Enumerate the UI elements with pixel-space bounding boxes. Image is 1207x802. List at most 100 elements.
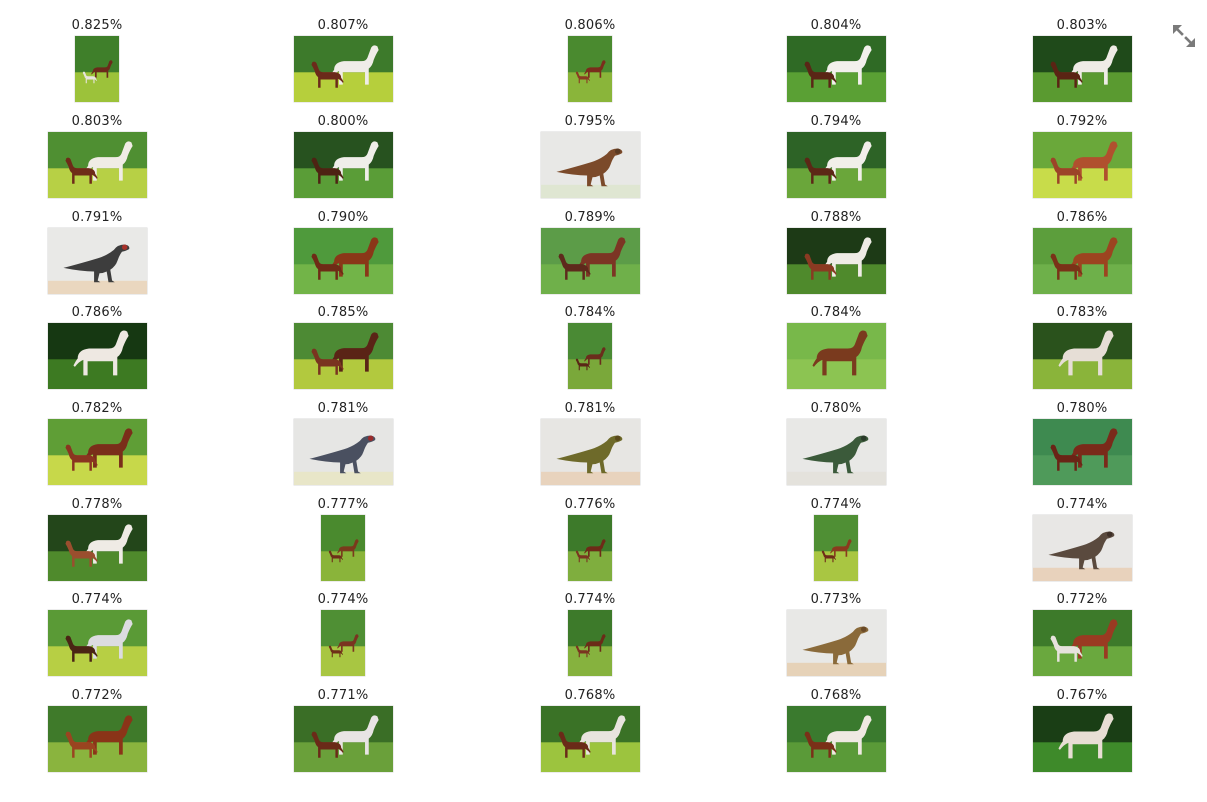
result-image[interactable] [47, 610, 147, 676]
result-tile[interactable]: 0.792% [1012, 114, 1152, 204]
result-tile[interactable]: 0.780% [766, 401, 906, 491]
similarity-score: 0.788% [810, 210, 862, 225]
result-tile[interactable]: 0.774% [1012, 497, 1152, 587]
result-tile[interactable]: 0.791% [27, 210, 167, 300]
result-tile[interactable]: 0.774% [27, 592, 167, 682]
result-tile[interactable]: 0.782% [27, 401, 167, 491]
result-image[interactable] [786, 706, 886, 772]
result-image[interactable] [540, 419, 640, 485]
result-tile[interactable]: 0.786% [27, 305, 167, 395]
result-image[interactable] [540, 228, 640, 294]
result-tile[interactable]: 0.806% [520, 18, 660, 108]
result-image[interactable] [540, 706, 640, 772]
result-tile[interactable]: 0.772% [27, 688, 167, 778]
result-image[interactable] [47, 515, 147, 581]
result-image[interactable] [814, 515, 858, 581]
expand-button[interactable] [1170, 22, 1198, 50]
similarity-score: 0.782% [71, 401, 123, 416]
result-tile[interactable]: 0.777% [273, 497, 413, 587]
result-tile[interactable]: 0.772% [1012, 592, 1152, 682]
result-image[interactable] [786, 228, 886, 294]
similarity-score: 0.794% [810, 114, 862, 129]
result-image[interactable] [568, 515, 612, 581]
result-image[interactable] [568, 36, 612, 102]
result-image[interactable] [1032, 515, 1132, 581]
result-image[interactable] [786, 610, 886, 676]
result-image[interactable] [47, 132, 147, 198]
result-tile[interactable]: 0.825% [27, 18, 167, 108]
result-image[interactable] [1032, 610, 1132, 676]
similarity-score: 0.774% [317, 592, 369, 607]
similarity-score: 0.791% [71, 210, 123, 225]
result-image[interactable] [75, 36, 119, 102]
similarity-score: 0.803% [1056, 18, 1108, 33]
similarity-score: 0.784% [810, 305, 862, 320]
result-image[interactable] [1032, 419, 1132, 485]
result-image[interactable] [47, 228, 147, 294]
result-image[interactable] [786, 419, 886, 485]
result-tile[interactable]: 0.807% [273, 18, 413, 108]
result-tile[interactable]: 0.789% [520, 210, 660, 300]
similarity-score: 0.776% [564, 497, 616, 512]
result-tile[interactable]: 0.780% [1012, 401, 1152, 491]
result-tile[interactable]: 0.774% [766, 497, 906, 587]
result-tile[interactable]: 0.794% [766, 114, 906, 204]
result-tile[interactable]: 0.767% [1012, 688, 1152, 778]
result-tile[interactable]: 0.804% [766, 18, 906, 108]
result-image[interactable] [47, 706, 147, 772]
result-image[interactable] [786, 132, 886, 198]
result-tile[interactable]: 0.778% [27, 497, 167, 587]
result-image[interactable] [47, 419, 147, 485]
result-tile[interactable]: 0.785% [273, 305, 413, 395]
result-tile[interactable]: 0.774% [520, 592, 660, 682]
result-tile[interactable]: 0.795% [520, 114, 660, 204]
result-image[interactable] [293, 323, 393, 389]
similarity-score: 0.784% [564, 305, 616, 320]
result-image[interactable] [293, 132, 393, 198]
similarity-score: 0.783% [1056, 305, 1108, 320]
result-tile[interactable]: 0.790% [273, 210, 413, 300]
similarity-score: 0.804% [810, 18, 862, 33]
result-image[interactable] [1032, 36, 1132, 102]
result-image[interactable] [293, 36, 393, 102]
result-image[interactable] [1032, 132, 1132, 198]
result-tile[interactable]: 0.768% [766, 688, 906, 778]
result-tile[interactable]: 0.784% [766, 305, 906, 395]
result-tile[interactable]: 0.771% [273, 688, 413, 778]
result-tile[interactable]: 0.783% [1012, 305, 1152, 395]
result-image[interactable] [786, 36, 886, 102]
similarity-score: 0.780% [1056, 401, 1108, 416]
result-image[interactable] [321, 515, 365, 581]
result-image[interactable] [540, 132, 640, 198]
result-tile[interactable]: 0.803% [27, 114, 167, 204]
similarity-score: 0.781% [317, 401, 369, 416]
result-tile[interactable]: 0.774% [273, 592, 413, 682]
result-image[interactable] [293, 419, 393, 485]
result-tile[interactable]: 0.781% [520, 401, 660, 491]
result-tile[interactable]: 0.781% [273, 401, 413, 491]
result-tile[interactable]: 0.786% [1012, 210, 1152, 300]
similarity-score: 0.774% [1056, 497, 1108, 512]
result-image[interactable] [293, 706, 393, 772]
result-image[interactable] [321, 610, 365, 676]
result-tile[interactable]: 0.773% [766, 592, 906, 682]
similarity-score: 0.777% [317, 497, 369, 512]
similarity-score: 0.792% [1056, 114, 1108, 129]
result-tile[interactable]: 0.800% [273, 114, 413, 204]
result-tile[interactable]: 0.788% [766, 210, 906, 300]
result-image[interactable] [1032, 706, 1132, 772]
result-tile[interactable]: 0.784% [520, 305, 660, 395]
similarity-score: 0.774% [71, 592, 123, 607]
result-image[interactable] [1032, 323, 1132, 389]
result-image[interactable] [293, 228, 393, 294]
result-image[interactable] [47, 323, 147, 389]
result-image[interactable] [1032, 228, 1132, 294]
result-image[interactable] [568, 610, 612, 676]
result-image[interactable] [568, 323, 612, 389]
result-tile[interactable]: 0.776% [520, 497, 660, 587]
similarity-score: 0.767% [1056, 688, 1108, 703]
similarity-score: 0.786% [71, 305, 123, 320]
result-image[interactable] [786, 323, 886, 389]
result-tile[interactable]: 0.768% [520, 688, 660, 778]
result-tile[interactable]: 0.803% [1012, 18, 1152, 108]
